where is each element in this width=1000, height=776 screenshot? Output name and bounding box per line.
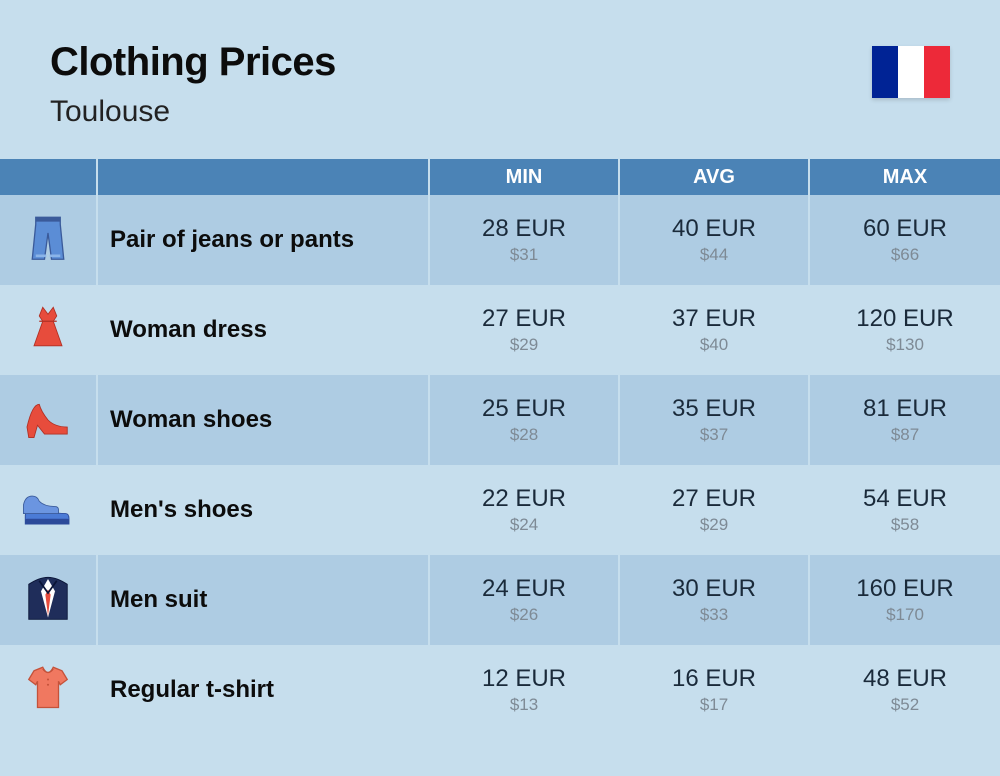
avg-eur: 16 EUR [672,665,756,693]
item-name: Pair of jeans or pants [98,195,430,285]
avg-usd: $17 [700,695,728,715]
avg-eur: 40 EUR [672,215,756,243]
min-eur: 24 EUR [482,575,566,603]
max-eur: 120 EUR [856,305,953,333]
tshirt-icon [0,645,98,735]
avg-usd: $29 [700,515,728,535]
france-flag-icon [872,46,950,98]
max-eur: 81 EUR [863,395,947,423]
table-header: MIN AVG MAX [0,159,1000,195]
table-row: Woman shoes25 EUR$2835 EUR$3781 EUR$87 [0,375,1000,465]
min-cell: 27 EUR$29 [430,285,620,375]
min-cell: 22 EUR$24 [430,465,620,555]
suit-icon [0,555,98,645]
th-avg: AVG [620,159,810,195]
max-eur: 160 EUR [856,575,953,603]
max-eur: 54 EUR [863,485,947,513]
item-name: Men's shoes [98,465,430,555]
max-usd: $52 [891,695,919,715]
avg-cell: 40 EUR$44 [620,195,810,285]
max-usd: $87 [891,425,919,445]
min-eur: 28 EUR [482,215,566,243]
min-eur: 27 EUR [482,305,566,333]
max-usd: $58 [891,515,919,535]
table-row: Woman dress27 EUR$2937 EUR$40120 EUR$130 [0,285,1000,375]
heel-icon [0,375,98,465]
header: Clothing Prices Toulouse [0,0,1000,159]
th-icon [0,159,98,195]
avg-cell: 37 EUR$40 [620,285,810,375]
th-name [98,159,430,195]
page-title: Clothing Prices [50,40,336,85]
table-row: Men's shoes22 EUR$2427 EUR$2954 EUR$58 [0,465,1000,555]
max-cell: 54 EUR$58 [810,465,1000,555]
th-min: MIN [430,159,620,195]
min-eur: 12 EUR [482,665,566,693]
max-cell: 81 EUR$87 [810,375,1000,465]
jeans-icon [0,195,98,285]
min-cell: 25 EUR$28 [430,375,620,465]
sneaker-icon [0,465,98,555]
avg-usd: $40 [700,335,728,355]
avg-usd: $37 [700,425,728,445]
min-usd: $28 [510,425,538,445]
min-usd: $31 [510,245,538,265]
avg-eur: 30 EUR [672,575,756,603]
max-usd: $66 [891,245,919,265]
avg-cell: 35 EUR$37 [620,375,810,465]
title-block: Clothing Prices Toulouse [50,40,336,129]
max-eur: 48 EUR [863,665,947,693]
table-row: Men suit24 EUR$2630 EUR$33160 EUR$170 [0,555,1000,645]
th-max: MAX [810,159,1000,195]
item-name: Woman dress [98,285,430,375]
min-eur: 22 EUR [482,485,566,513]
avg-cell: 30 EUR$33 [620,555,810,645]
avg-usd: $44 [700,245,728,265]
min-usd: $29 [510,335,538,355]
item-name: Regular t-shirt [98,645,430,735]
max-usd: $130 [886,335,924,355]
avg-usd: $33 [700,605,728,625]
max-cell: 160 EUR$170 [810,555,1000,645]
item-name: Woman shoes [98,375,430,465]
table-row: Pair of jeans or pants28 EUR$3140 EUR$44… [0,195,1000,285]
max-usd: $170 [886,605,924,625]
item-name: Men suit [98,555,430,645]
avg-eur: 35 EUR [672,395,756,423]
dress-icon [0,285,98,375]
min-usd: $26 [510,605,538,625]
min-usd: $13 [510,695,538,715]
price-table: MIN AVG MAX Pair of jeans or pants28 EUR… [0,159,1000,735]
max-cell: 60 EUR$66 [810,195,1000,285]
min-cell: 24 EUR$26 [430,555,620,645]
max-cell: 48 EUR$52 [810,645,1000,735]
max-eur: 60 EUR [863,215,947,243]
min-cell: 28 EUR$31 [430,195,620,285]
avg-eur: 37 EUR [672,305,756,333]
min-eur: 25 EUR [482,395,566,423]
avg-cell: 16 EUR$17 [620,645,810,735]
avg-eur: 27 EUR [672,485,756,513]
avg-cell: 27 EUR$29 [620,465,810,555]
page-subtitle: Toulouse [50,95,336,129]
max-cell: 120 EUR$130 [810,285,1000,375]
min-cell: 12 EUR$13 [430,645,620,735]
table-row: Regular t-shirt12 EUR$1316 EUR$1748 EUR$… [0,645,1000,735]
min-usd: $24 [510,515,538,535]
